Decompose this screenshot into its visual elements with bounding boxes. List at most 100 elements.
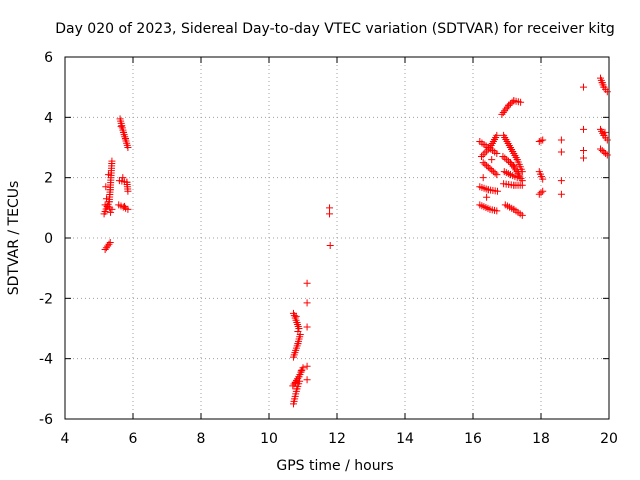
data-point [539,187,547,195]
data-point [518,168,526,176]
x-tick-label: 8 [197,431,206,447]
data-point [493,187,501,195]
data-point [499,153,507,161]
data-point [502,105,510,113]
data-point [557,190,565,198]
data-point [108,157,116,165]
x-tick-label: 16 [464,431,482,447]
data-point [539,136,547,144]
data-point [493,171,501,179]
data-point [580,83,587,91]
x-tick-label: 10 [260,431,278,447]
chart-title: Day 020 of 2023, Sidereal Day-to-day VTE… [55,21,615,37]
data-point [505,157,513,165]
y-tick-label: -4 [39,352,53,368]
data-point [124,205,132,213]
data-point [501,107,509,115]
data-point [105,240,113,248]
data-point [598,147,606,155]
data-point [580,147,587,155]
data-point [102,183,110,191]
data-point [488,156,496,164]
data-point [598,79,606,87]
data-point [603,88,611,96]
data-point [498,110,506,118]
axis-ticks [64,56,610,420]
data-point [105,171,113,179]
data-point [601,128,609,136]
data-point [503,137,511,145]
data-point [537,137,545,145]
data-point [488,166,496,174]
data-point [537,189,545,197]
data-point [297,367,305,375]
data-point [479,159,487,167]
data-point [517,98,525,106]
data-points [100,74,611,408]
data-point [122,134,130,142]
data-point [326,210,334,218]
data-point [535,137,543,145]
data-point [483,193,491,201]
data-point [124,144,132,151]
data-point [557,148,565,156]
data-point [557,177,565,185]
data-point [484,145,492,153]
x-axis-tick-labels: 4 6 8 10 12 14 16 18 20 [61,431,618,447]
data-point [121,202,128,210]
data-point [491,169,499,177]
grid-lines [65,57,609,419]
data-point [299,364,307,372]
data-point [512,166,520,174]
data-point [483,147,491,155]
data-point [479,174,487,182]
x-tick-label: 4 [61,431,70,447]
data-point [503,103,511,111]
data-point [124,187,132,195]
data-point [515,172,523,180]
data-point [597,145,604,153]
data-point [481,149,489,157]
data-point [102,195,110,203]
y-tick-label: 4 [44,110,53,126]
data-point [509,162,517,170]
data-point [535,190,543,198]
data-point [106,239,114,247]
data-point [326,204,334,212]
data-point [292,379,300,387]
y-axis-tick-labels: -6 -4 -2 0 2 4 6 [39,50,53,428]
data-point [303,279,311,287]
data-point [580,154,587,162]
data-point [513,174,521,182]
data-point [326,242,334,250]
data-point [503,156,511,164]
data-point [602,150,610,158]
data-point [484,163,492,171]
x-axis-label: GPS time / hours [276,458,393,474]
data-point [539,175,547,183]
y-axis-label: SDTVAR / TECUs [6,181,22,296]
x-tick-label: 20 [600,431,618,447]
data-point [479,151,487,159]
y-tick-label: -6 [39,412,53,428]
data-point [508,98,516,106]
data-point [501,154,509,162]
data-point [483,162,491,170]
data-point [107,208,115,216]
data-point [493,150,501,158]
data-point [486,165,494,173]
data-point [303,362,311,370]
data-point [478,153,485,161]
data-point [506,159,514,167]
data-point [292,312,300,320]
data-point [481,160,489,168]
data-point [493,131,501,139]
y-tick-label: 0 [44,231,53,247]
x-tick-label: 6 [129,431,138,447]
data-point [518,211,526,219]
data-point [303,299,311,307]
data-point [600,148,608,156]
x-tick-label: 12 [328,431,346,447]
data-point [108,205,116,213]
data-point [295,325,303,332]
